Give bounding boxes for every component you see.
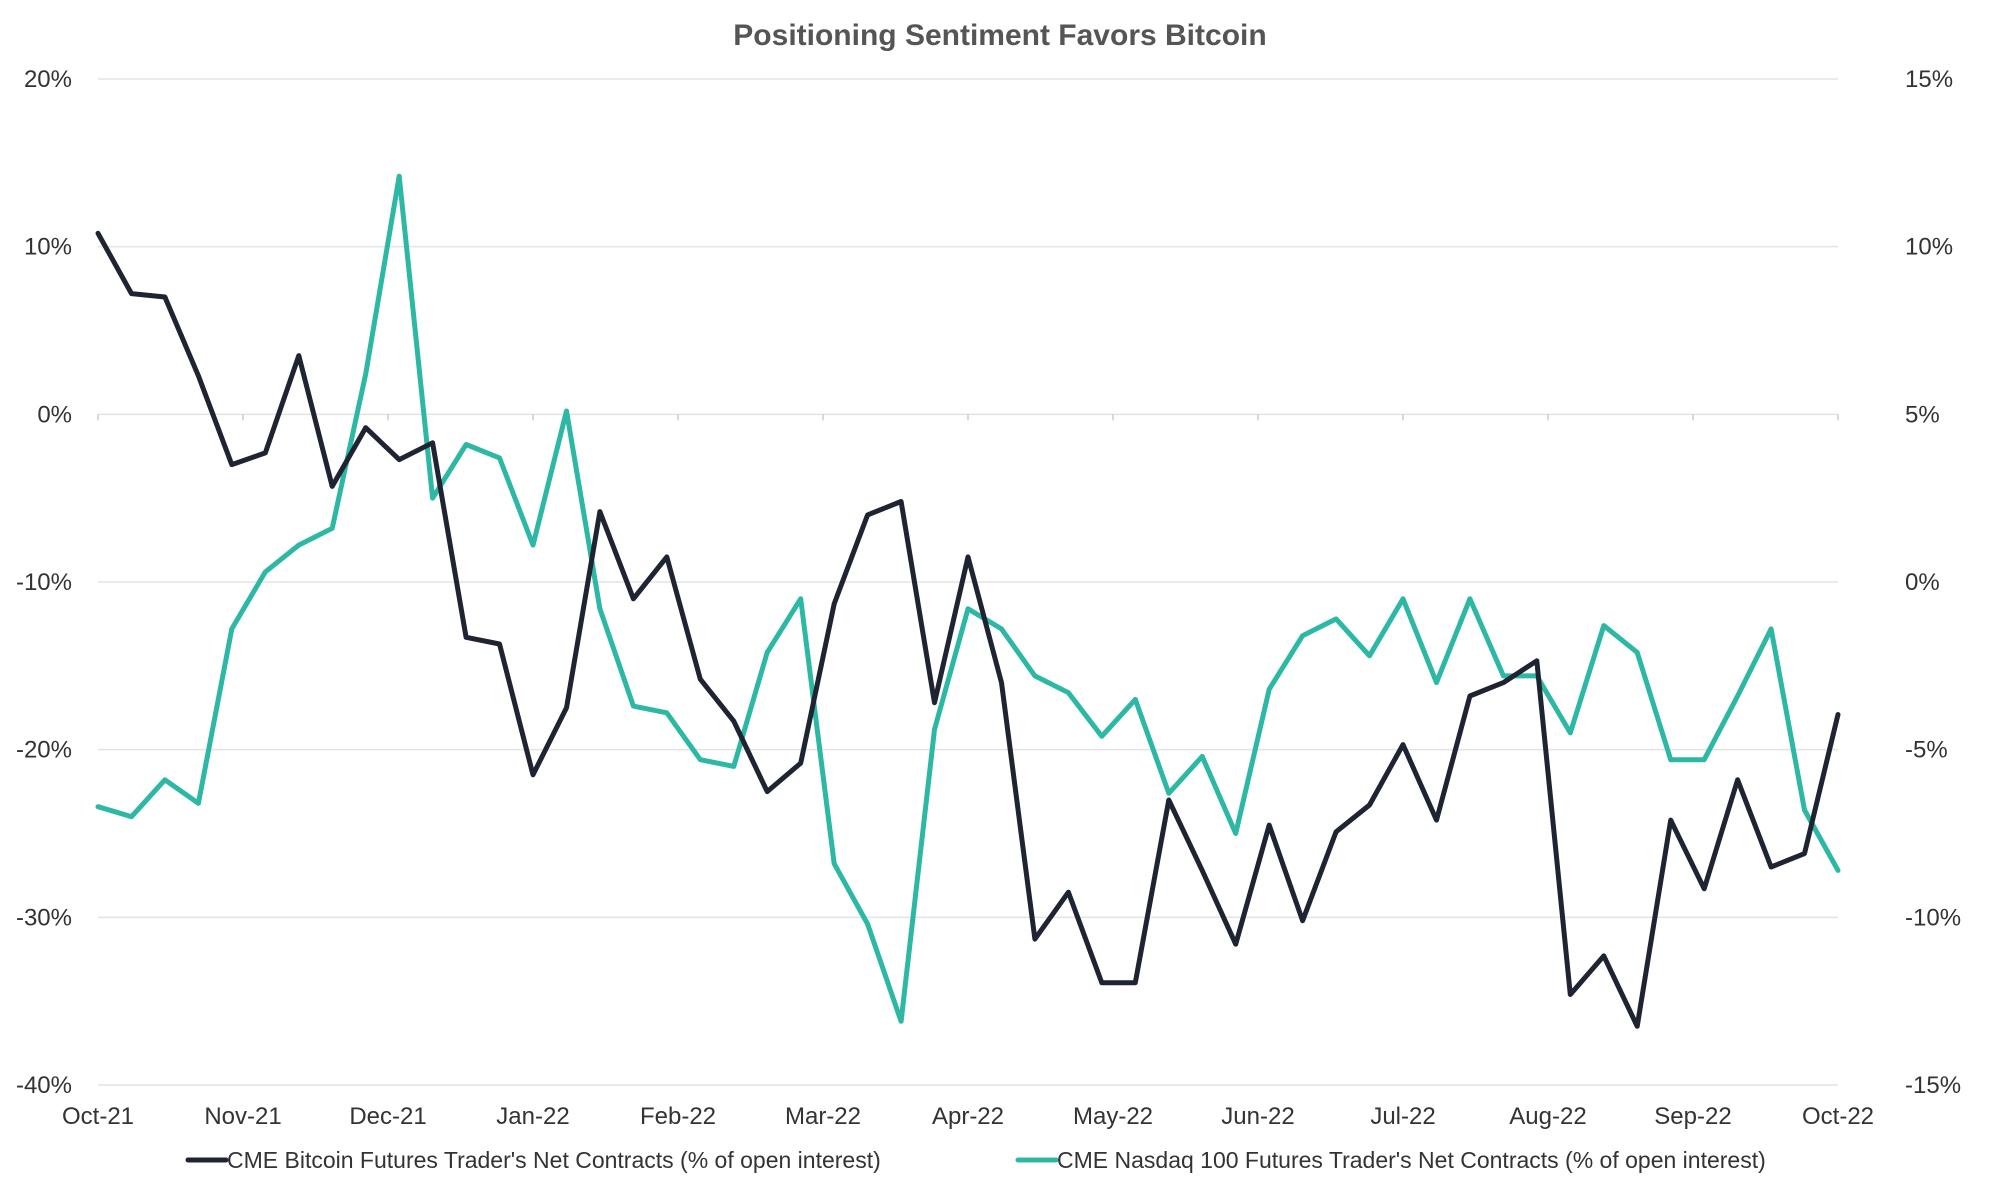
y-right-tick-label: -5%	[1905, 737, 1948, 764]
x-tick-label: Jan-22	[496, 1103, 569, 1130]
y-left-tick-label: 10%	[24, 234, 72, 261]
y-axis-right: 15% 10% 5% 0% -5% -10% -15%	[1905, 66, 1961, 1099]
y-left-tick-label: -10%	[16, 569, 72, 596]
x-tick-label: Dec-21	[349, 1103, 426, 1130]
y-left-tick-label: 0%	[37, 401, 72, 428]
y-axis-left: 20% 10% 0% -10% -20% -30% -40%	[16, 66, 72, 1099]
x-tick-label: Feb-22	[640, 1103, 716, 1130]
y-left-tick-label: -30%	[16, 904, 72, 931]
series-line-bitcoin[interactable]	[95, 230, 1841, 1029]
x-tick-label: May-22	[1073, 1103, 1153, 1130]
y-left-tick-label: -40%	[16, 1072, 72, 1099]
y-right-tick-label: -10%	[1905, 904, 1961, 931]
gridlines	[98, 78, 1838, 1086]
x-tick-label: Oct-21	[62, 1103, 134, 1130]
x-tick-label: Mar-22	[785, 1103, 861, 1130]
series-lines	[95, 173, 1841, 1029]
x-tick-label: Jul-22	[1370, 1103, 1435, 1130]
y-right-tick-label: 0%	[1905, 569, 1940, 596]
legend-label-bitcoin: CME Bitcoin Futures Trader's Net Contrac…	[227, 1147, 881, 1173]
x-tick-label: Sep-22	[1654, 1103, 1731, 1130]
legend-item-bitcoin[interactable]: CME Bitcoin Futures Trader's Net Contrac…	[185, 1147, 881, 1173]
y-left-tick-label: -20%	[16, 737, 72, 764]
legend: CME Bitcoin Futures Trader's Net Contrac…	[185, 1147, 1766, 1173]
y-right-tick-label: 5%	[1905, 401, 1940, 428]
y-left-tick-label: 20%	[24, 66, 72, 93]
x-tick-label: Oct-22	[1802, 1103, 1874, 1130]
x-tick-label: Nov-21	[204, 1103, 281, 1130]
x-tick-label: Apr-22	[932, 1103, 1004, 1130]
series-line-nasdaq[interactable]	[95, 173, 1841, 1024]
x-axis: Oct-21 Nov-21 Dec-21 Jan-22 Feb-22 Mar-22 Apr-…	[62, 414, 1874, 1130]
x-tick-label: Aug-22	[1509, 1103, 1586, 1130]
y-right-tick-label: -15%	[1905, 1072, 1961, 1099]
y-right-tick-label: 10%	[1905, 234, 1953, 261]
legend-item-nasdaq[interactable]: CME Nasdaq 100 Futures Trader's Net Cont…	[1015, 1147, 1766, 1173]
y-right-tick-label: 15%	[1905, 66, 1953, 93]
x-tick-label: Jun-22	[1221, 1103, 1294, 1130]
chart-title: Positioning Sentiment Favors Bitcoin	[733, 19, 1266, 52]
legend-label-nasdaq: CME Nasdaq 100 Futures Trader's Net Cont…	[1057, 1147, 1766, 1173]
